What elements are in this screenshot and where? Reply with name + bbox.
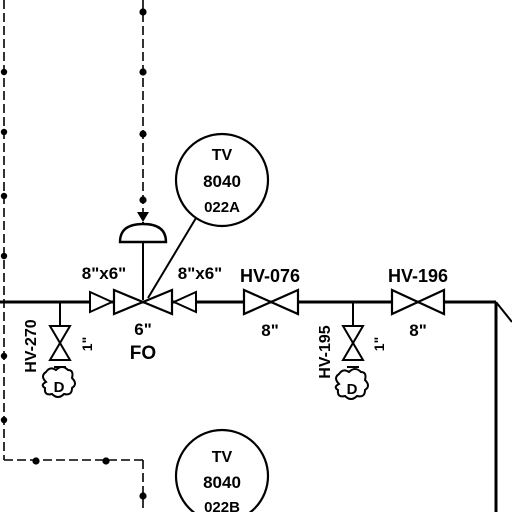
top-signal-line: [139, 0, 147, 218]
reducer-left-label: 8"x6": [82, 264, 126, 283]
control-valve-size: 6": [134, 320, 152, 339]
instrument-bubble-tv8040-022b[interactable]: TV 8040 022B: [174, 428, 270, 512]
instrument-tag-line2: 8040: [203, 172, 241, 191]
hv-196-size: 8": [409, 321, 427, 340]
hv-195-size: 1": [371, 337, 387, 351]
hv-196-tag: HV-196: [388, 266, 448, 286]
valve-hv-076[interactable]: [242, 288, 300, 316]
valve-hv-196[interactable]: [390, 288, 446, 316]
hv-270-size: 1": [79, 337, 95, 351]
bottom-signal-line: [4, 457, 147, 512]
hv-076-size: 8": [261, 321, 279, 340]
control-valve-assembly[interactable]: [89, 288, 197, 316]
valve-hv-270[interactable]: [41, 302, 76, 398]
instrument-tag-line3: 022A: [204, 199, 240, 216]
hv-195-drain-label: D: [347, 381, 358, 398]
reducer-right-label: 8"x6": [178, 264, 222, 283]
left-signal-line: [0, 0, 8, 460]
control-valve-fail-position: FO: [130, 343, 156, 364]
valve-hv-195[interactable]: [334, 302, 369, 400]
instrument-tag-line3: 022B: [204, 499, 240, 512]
hv-270-tag: HV-270: [23, 319, 40, 372]
instrument-leader-line: [147, 217, 197, 299]
hv-270-drain-label: D: [54, 379, 65, 396]
instrument-tag-line1: TV: [212, 147, 233, 164]
hv-195-tag: HV-195: [317, 325, 334, 378]
instrument-tag-line2: 8040: [203, 473, 241, 492]
instrument-tag-line1: TV: [212, 449, 233, 466]
diaphragm-actuator: [118, 212, 168, 300]
instrument-bubble-tv8040-022a[interactable]: TV 8040 022A: [174, 132, 270, 228]
hv-076-tag: HV-076: [240, 266, 300, 286]
branch-pipe: [495, 301, 512, 323]
